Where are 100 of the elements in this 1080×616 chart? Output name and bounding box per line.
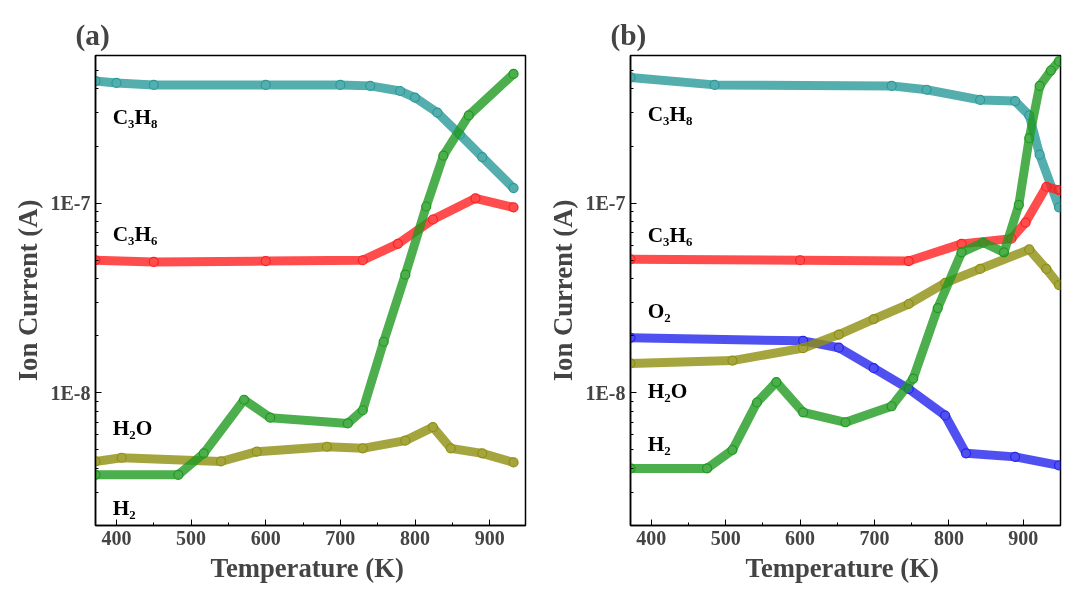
point	[438, 150, 449, 161]
point	[427, 214, 439, 225]
point	[1024, 133, 1035, 144]
series-label: C₃H₆	[647, 222, 693, 247]
point	[1045, 65, 1056, 76]
point	[365, 80, 376, 91]
point	[400, 269, 411, 280]
x-tick-label: 400	[636, 526, 667, 549]
point	[238, 394, 250, 405]
point	[940, 410, 951, 421]
y-tick-label: 1E-7	[50, 192, 91, 215]
point	[727, 444, 738, 456]
x-tick-label: 600	[785, 526, 816, 549]
point	[921, 84, 932, 95]
x-tick-label: 700	[325, 526, 356, 549]
point	[702, 463, 713, 474]
point	[342, 418, 353, 429]
point	[1034, 149, 1045, 160]
series-label: H₂	[647, 431, 671, 456]
x-axis-title: Temperature (K)	[745, 552, 939, 583]
point	[709, 79, 720, 90]
point	[1034, 80, 1045, 91]
series-label: C₃H₆	[112, 221, 158, 246]
x-tick-label: 500	[176, 526, 207, 549]
series-label: C₃H₈	[112, 105, 158, 130]
point	[508, 202, 519, 213]
point	[357, 255, 368, 266]
point	[148, 79, 159, 90]
point	[1010, 451, 1021, 462]
point	[357, 443, 368, 454]
point	[868, 313, 879, 325]
point	[908, 373, 919, 384]
point	[148, 256, 159, 268]
point	[1024, 244, 1035, 255]
point	[751, 397, 763, 408]
y-tick-label: 1E-7	[585, 192, 626, 215]
y-tick-label: 1E-8	[585, 381, 626, 404]
x-tick-label: 600	[250, 526, 281, 549]
point	[1041, 263, 1052, 275]
point	[868, 363, 879, 374]
point	[886, 401, 897, 412]
point	[378, 336, 389, 347]
point	[400, 435, 411, 446]
x-tick-label: 700	[859, 526, 890, 549]
point	[421, 201, 432, 212]
point	[932, 302, 943, 314]
x-tick-label: 900	[474, 526, 505, 549]
point	[477, 448, 488, 459]
point	[335, 79, 346, 90]
series-label: C₃H₈	[647, 101, 693, 126]
point	[903, 256, 914, 267]
point	[173, 469, 184, 480]
point	[260, 256, 271, 267]
x-tick-label: 400	[101, 526, 132, 549]
point	[357, 405, 368, 416]
point	[508, 183, 519, 194]
point	[251, 446, 262, 457]
point	[463, 110, 474, 121]
point	[833, 342, 844, 353]
point	[771, 376, 782, 388]
point	[260, 79, 271, 90]
series-label: O₂	[647, 299, 671, 324]
series-label: H₂O	[112, 416, 153, 441]
point	[265, 412, 276, 423]
x-tick-label: 900	[1008, 526, 1039, 549]
point	[1041, 181, 1052, 192]
point	[840, 417, 851, 428]
point	[727, 355, 738, 366]
point	[409, 92, 421, 103]
point	[477, 151, 488, 163]
point	[1013, 199, 1024, 210]
point	[975, 263, 986, 275]
point	[445, 443, 456, 454]
series-label: H₂	[112, 496, 136, 521]
point	[1010, 96, 1021, 107]
point	[111, 77, 122, 89]
point	[886, 80, 897, 91]
y-axis-title: Ion Current (A)	[547, 199, 578, 382]
point	[798, 343, 809, 354]
point	[956, 247, 967, 258]
point	[833, 329, 844, 340]
point	[116, 452, 127, 463]
chart-title: (a)	[75, 18, 110, 52]
point	[508, 457, 519, 468]
point	[1020, 217, 1031, 228]
point	[978, 237, 989, 248]
point	[427, 422, 439, 433]
point	[960, 448, 972, 459]
point	[321, 441, 333, 452]
point	[798, 407, 809, 418]
point	[470, 193, 481, 204]
point	[432, 107, 443, 118]
point	[795, 255, 806, 266]
x-tick-label: 800	[400, 526, 431, 549]
point	[394, 85, 406, 97]
point	[215, 456, 227, 467]
x-tick-label: 800	[933, 526, 964, 549]
point	[998, 247, 1010, 258]
point	[392, 238, 403, 249]
series-label: H₂O	[647, 379, 688, 404]
